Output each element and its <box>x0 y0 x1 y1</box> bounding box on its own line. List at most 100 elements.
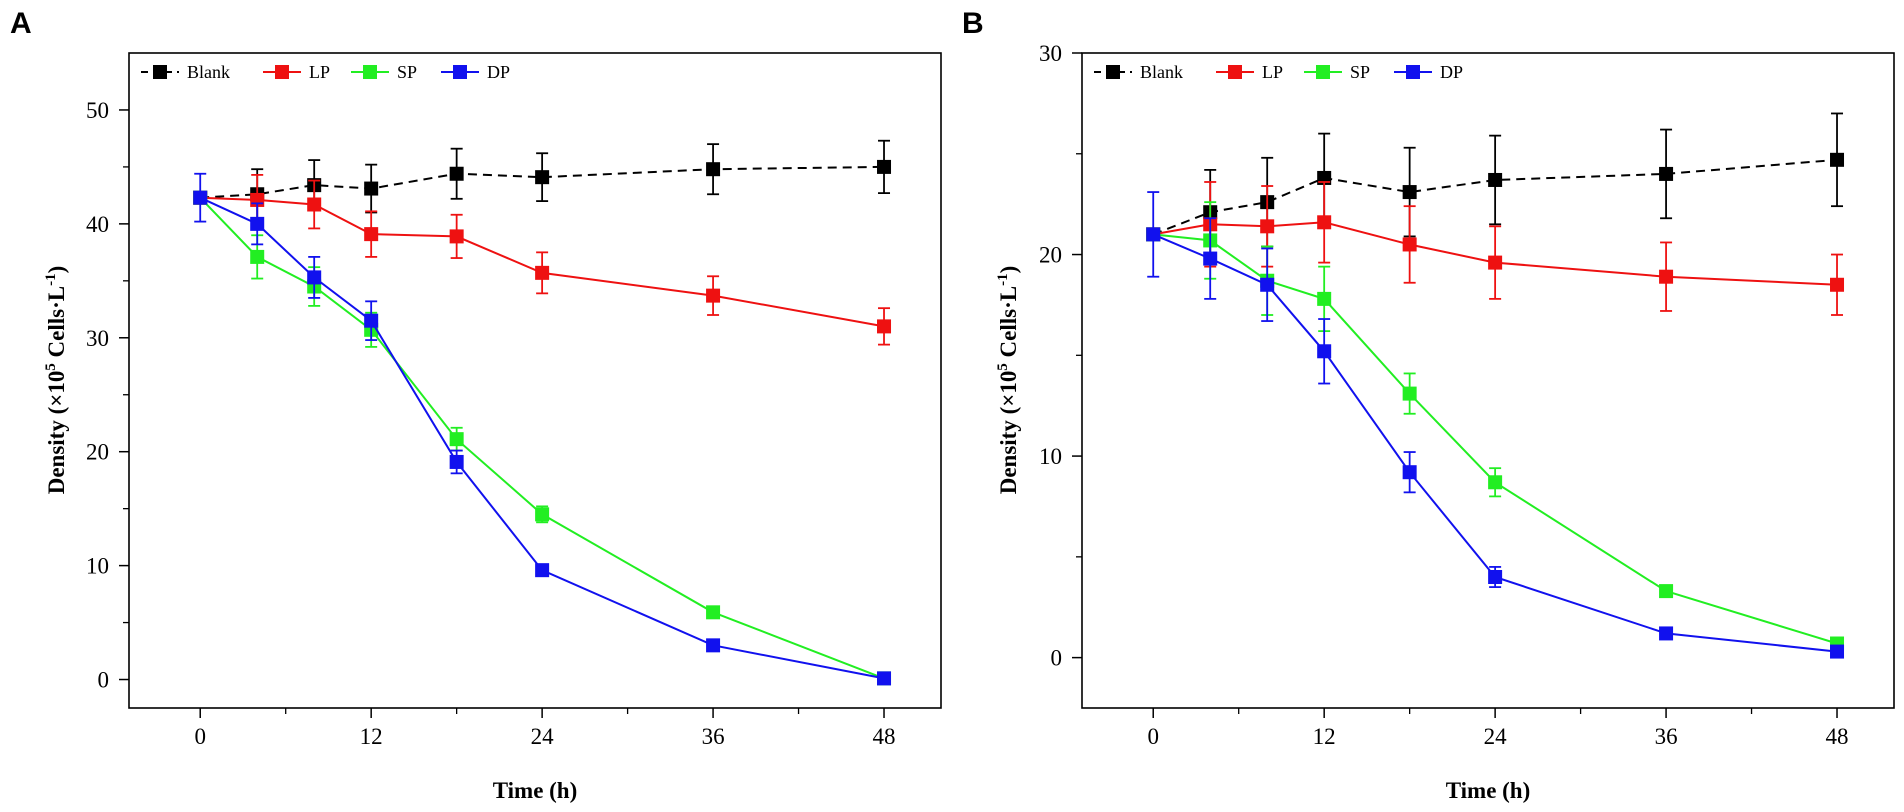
data-point <box>364 313 379 328</box>
data-point <box>535 265 550 280</box>
legend-item-blank: Blank <box>1094 62 1183 82</box>
series-line-dp <box>1152 233 1838 653</box>
legend-label: SP <box>1350 62 1370 82</box>
legend-swatch-marker <box>275 65 289 79</box>
series-line-sp <box>199 197 885 680</box>
data-point <box>250 249 265 264</box>
data-point <box>1830 644 1845 659</box>
legend-item-lp: LP <box>263 62 330 82</box>
panel-a-legend: Blank LP SP DP <box>141 62 510 82</box>
panel-a-y-axis-title: Density (×105 Cells·L-1) <box>43 266 69 495</box>
data-point <box>449 229 464 244</box>
data-point <box>706 605 721 620</box>
legend-label: Blank <box>1140 62 1183 82</box>
legend-item-dp: DP <box>441 62 510 82</box>
panel-b-plot-frame <box>1081 52 1895 709</box>
ylabel-suffix: ) <box>44 266 69 274</box>
legend-item-lp: LP <box>1216 62 1283 82</box>
panel-b: B 0 12 24 36 48 0 10 20 30 Blank LP SP DP Time (h)… <box>962 7 1895 803</box>
data-point <box>449 432 464 447</box>
series-dp <box>193 172 892 686</box>
series-line-lp <box>1153 221 1838 286</box>
panel-b-legend: Blank LP SP DP <box>1094 62 1463 82</box>
legend-label: SP <box>397 62 417 82</box>
series-line-sp <box>1153 233 1838 645</box>
x-tick-label: 0 <box>194 724 206 749</box>
y-tick-label: 40 <box>86 212 109 237</box>
ylabel-mid: Cells·L <box>996 286 1021 363</box>
y-tick-label: 0 <box>1051 646 1063 671</box>
data-point <box>706 288 721 303</box>
x-tick-label: 36 <box>702 724 725 749</box>
panel-b-x-axis: 0 12 24 36 48 <box>1147 708 1849 749</box>
data-point <box>364 181 379 196</box>
panel-a-plot-frame <box>128 52 942 709</box>
data-point <box>1260 219 1275 234</box>
data-point <box>449 454 464 469</box>
data-point <box>1146 227 1161 242</box>
legend-item-sp: SP <box>1304 62 1370 82</box>
series-blank <box>193 139 892 221</box>
data-point <box>1402 185 1417 200</box>
data-point <box>1659 269 1674 284</box>
data-point <box>1317 344 1332 359</box>
data-point <box>193 190 208 205</box>
data-point <box>1488 255 1503 270</box>
y-tick-label: 50 <box>86 98 109 123</box>
y-tick-label: 30 <box>1039 41 1062 66</box>
data-point <box>706 638 721 653</box>
x-tick-label: 0 <box>1147 724 1159 749</box>
legend-swatch-marker <box>453 65 467 79</box>
legend-label: LP <box>309 62 330 82</box>
legend-swatch-marker <box>1316 65 1330 79</box>
panel-a: A 0 12 24 36 48 0 10 20 30 40 50 Blank LP SP DP Time… <box>10 7 942 803</box>
data-point <box>877 319 892 334</box>
series-dp <box>1146 191 1845 659</box>
legend-item-sp: SP <box>351 62 417 82</box>
y-tick-label: 0 <box>98 668 110 693</box>
data-point <box>449 166 464 181</box>
data-point <box>877 159 892 174</box>
ylabel-prefix: Density (×10 <box>996 371 1021 495</box>
series-line-blank <box>1152 158 1838 236</box>
data-point <box>1488 475 1503 490</box>
data-point <box>307 270 322 285</box>
data-point <box>1260 277 1275 292</box>
x-tick-label: 48 <box>1826 724 1849 749</box>
x-tick-label: 12 <box>360 724 383 749</box>
panel-a-series <box>193 139 892 686</box>
panel-a-y-axis: 0 10 20 30 40 50 <box>86 98 129 693</box>
x-tick-label: 36 <box>1655 724 1678 749</box>
ylabel-sup1: 5 <box>43 363 59 371</box>
series-line-lp <box>200 196 885 328</box>
series-line-blank <box>200 165 885 199</box>
data-point <box>250 216 265 231</box>
panel-b-y-axis-title: Density (×105 Cells·L-1) <box>995 266 1021 495</box>
ylabel-suffix: ) <box>996 266 1021 274</box>
panel-b-series <box>1146 112 1845 659</box>
legend-label: DP <box>487 62 510 82</box>
panel-b-y-axis: 0 10 20 30 <box>1039 41 1082 671</box>
x-tick-label: 24 <box>531 724 555 749</box>
ylabel-sup1: 5 <box>995 363 1011 371</box>
x-tick-label: 48 <box>873 724 896 749</box>
data-point <box>364 227 379 242</box>
y-tick-label: 30 <box>86 326 109 351</box>
data-point <box>1317 215 1332 230</box>
panel-a-x-axis: 0 12 24 36 48 <box>194 708 896 749</box>
data-point <box>1830 152 1845 167</box>
legend-item-dp: DP <box>1394 62 1463 82</box>
data-point <box>1402 237 1417 252</box>
ylabel-sup2: -1 <box>995 273 1011 286</box>
data-point <box>307 197 322 212</box>
data-point <box>1402 386 1417 401</box>
panel-b-x-axis-title: Time (h) <box>1446 778 1531 803</box>
y-tick-label: 10 <box>86 554 109 579</box>
y-tick-label: 20 <box>86 440 109 465</box>
ylabel-sup2: -1 <box>43 273 59 286</box>
legend-item-blank: Blank <box>141 62 230 82</box>
x-tick-label: 12 <box>1313 724 1336 749</box>
ylabel-mid: Cells·L <box>44 286 69 363</box>
legend-swatch-marker <box>153 65 167 79</box>
